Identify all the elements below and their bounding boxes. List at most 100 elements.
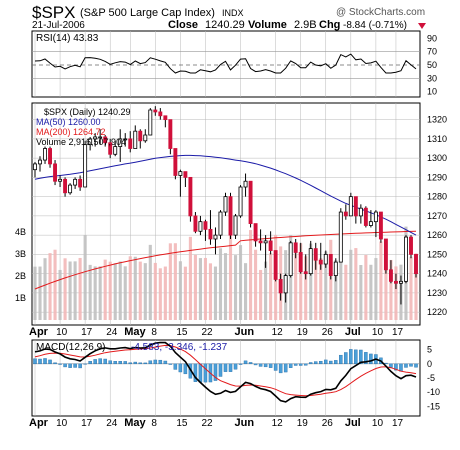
x-tick-label: 15 bbox=[176, 327, 188, 338]
volume-bar bbox=[168, 243, 172, 320]
volume-bar bbox=[304, 256, 308, 320]
candle-body bbox=[378, 211, 383, 240]
macd-histogram-bar bbox=[83, 363, 87, 365]
volume-bar bbox=[369, 264, 373, 320]
macd-histogram-bar bbox=[73, 363, 77, 368]
volume-bar bbox=[53, 249, 57, 320]
candle-body bbox=[193, 215, 198, 232]
macd-histogram-bar bbox=[253, 363, 258, 366]
volume-bar bbox=[319, 258, 323, 320]
candle-body bbox=[133, 130, 138, 149]
candle-body bbox=[33, 163, 37, 171]
x-tick-label: 17 bbox=[81, 418, 93, 429]
macd-panel: 5 0 -5 -10 -15 MACD(12,26,9) -4.583, -3.346,… bbox=[31, 339, 440, 417]
x-tick-label: Jul bbox=[345, 326, 361, 338]
macd-histogram-bar bbox=[303, 363, 308, 366]
candle-body bbox=[53, 163, 58, 182]
price-panel: 1320 1310 1300 1290 1280 1270 1260 1250 1240 1230… bbox=[15, 102, 447, 326]
candle-body bbox=[263, 240, 268, 244]
candle-body bbox=[298, 252, 303, 273]
macd-histogram-bar bbox=[48, 359, 52, 365]
macd-histogram-bar bbox=[349, 349, 353, 365]
macd-histogram-bar bbox=[213, 363, 218, 381]
macd-histogram-bar bbox=[103, 358, 107, 365]
candle-body bbox=[168, 119, 173, 149]
volume-bar bbox=[158, 268, 162, 320]
volume-bar bbox=[198, 258, 202, 320]
macd-histogram-bar bbox=[198, 363, 203, 383]
macd-histogram-bar bbox=[228, 363, 233, 372]
volume-bar bbox=[123, 266, 127, 320]
candle-body bbox=[188, 176, 193, 217]
macd-histogram-bar bbox=[68, 363, 72, 368]
x-tick-label: Jul bbox=[345, 417, 361, 429]
candle-body bbox=[63, 178, 68, 194]
volume-bar bbox=[243, 263, 248, 320]
candle-body bbox=[78, 178, 83, 188]
x-tick-label: 10 bbox=[372, 327, 384, 338]
x-tick-label: 10 bbox=[56, 418, 68, 429]
macd-tick-label: -10 bbox=[427, 387, 440, 397]
volume-bar bbox=[334, 260, 338, 320]
candle-body bbox=[328, 253, 333, 276]
macd-histogram-bar bbox=[273, 363, 278, 371]
macd-histogram-bar bbox=[364, 352, 368, 365]
volume-bar bbox=[223, 253, 228, 320]
macd-histogram-bar bbox=[339, 354, 343, 365]
rsi-frame bbox=[31, 30, 421, 98]
macd-histogram-bar bbox=[354, 349, 358, 365]
macd-histogram-bar bbox=[399, 363, 403, 372]
volume-bar bbox=[354, 248, 358, 320]
volume-bar bbox=[183, 266, 187, 320]
candle-body bbox=[363, 207, 368, 226]
volume-bar bbox=[88, 264, 92, 320]
chg-label: Chg bbox=[319, 19, 340, 31]
legend-entry: MA(200) 1264.72 bbox=[36, 127, 106, 137]
macd-values: -4.583, -3.346, -1.237 bbox=[131, 342, 228, 353]
x-tick-label: 19 bbox=[297, 327, 309, 338]
macd-label: MACD(12,26,9) bbox=[36, 342, 105, 353]
volume-tick-label: 4B bbox=[15, 227, 26, 237]
price-tick-label: 1320 bbox=[427, 115, 447, 125]
x-tick-label: 8 bbox=[151, 418, 157, 429]
price-tick-label: 1270 bbox=[427, 211, 447, 221]
volume-bar bbox=[58, 269, 62, 320]
chart-date: 21-Jul-2006 bbox=[32, 20, 85, 31]
candle-body bbox=[318, 259, 323, 265]
volume-bar bbox=[178, 261, 182, 320]
candle-body bbox=[58, 178, 63, 182]
x-tick-label: 8 bbox=[151, 327, 157, 338]
volume-bar bbox=[259, 269, 263, 320]
volume-bar bbox=[43, 258, 47, 320]
macd-histogram-bar bbox=[168, 363, 173, 365]
volume-bar bbox=[379, 241, 383, 320]
volume-bar bbox=[249, 230, 253, 320]
macd-histogram-bar bbox=[389, 363, 393, 368]
price-tick-label: 1220 bbox=[427, 307, 447, 317]
macd-histogram-bar bbox=[193, 363, 198, 382]
rsi-tick-label: 50 bbox=[427, 60, 437, 70]
volume-value: 2.9B bbox=[294, 19, 317, 31]
volume-bar bbox=[289, 235, 293, 320]
candle-body bbox=[173, 148, 178, 176]
candle-body bbox=[313, 248, 318, 261]
candle-body bbox=[138, 130, 143, 142]
candle-body bbox=[93, 136, 98, 140]
macd-histogram-bar bbox=[163, 360, 168, 365]
volume-bar bbox=[188, 236, 192, 320]
symbol-title: $SPX bbox=[32, 3, 75, 22]
legend-entry: MA(50) 1260.00 bbox=[36, 117, 101, 127]
candle-body bbox=[348, 196, 353, 217]
volume-bar bbox=[48, 253, 52, 320]
macd-histogram-bar bbox=[238, 363, 243, 365]
volume-bar bbox=[309, 243, 313, 320]
x-tick-label: 10 bbox=[372, 418, 384, 429]
rsi-tick-label: 10 bbox=[427, 87, 437, 97]
macd-histogram-bar bbox=[288, 363, 293, 368]
volume-bar bbox=[173, 243, 177, 320]
price-tick-label: 1230 bbox=[427, 288, 447, 298]
candle-body bbox=[73, 178, 78, 186]
volume-bar bbox=[394, 266, 398, 320]
candle-body bbox=[108, 142, 113, 155]
